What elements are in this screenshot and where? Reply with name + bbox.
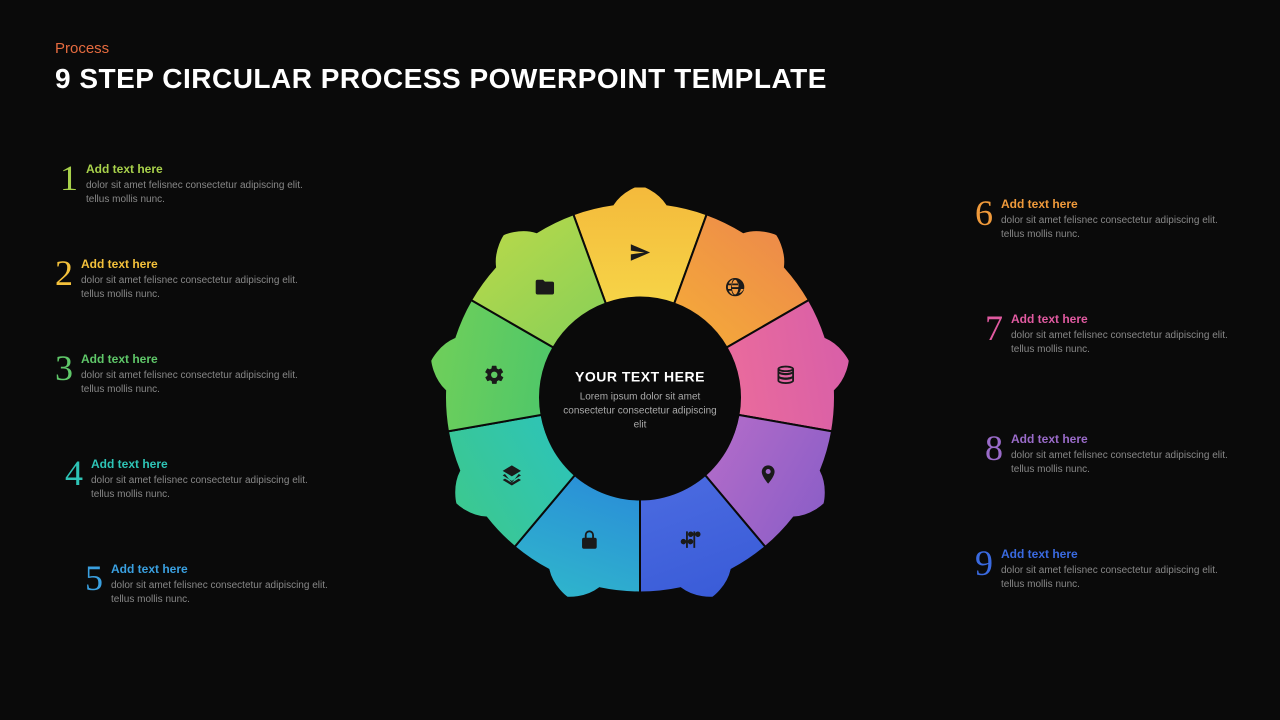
callout-body: dolor sit amet felisnec consectetur adip… — [1001, 564, 1225, 592]
callout-3: 3 Add text here dolor sit amet felisnec … — [55, 350, 305, 397]
callout-body: dolor sit amet felisnec consectetur adip… — [1011, 449, 1235, 477]
callout-body: dolor sit amet felisnec consectetur adip… — [1011, 329, 1235, 357]
callout-body: dolor sit amet felisnec consectetur adip… — [81, 369, 305, 397]
callout-title: Add text here — [86, 162, 310, 176]
callout-title: Add text here — [91, 457, 315, 471]
callout-2: 2 Add text here dolor sit amet felisnec … — [55, 255, 305, 302]
callout-body: dolor sit amet felisnec consectetur adip… — [86, 179, 310, 207]
center-circle: YOUR TEXT HERE Lorem ipsum dolor sit ame… — [540, 300, 740, 500]
callout-body: dolor sit amet felisnec consectetur adip… — [91, 474, 315, 502]
callout-8: 8 Add text here dolor sit amet felisnec … — [985, 430, 1235, 477]
subtitle: Process — [55, 40, 827, 57]
callout-number: 4 — [65, 455, 83, 491]
circular-diagram: YOUR TEXT HERE Lorem ipsum dolor sit ame… — [430, 188, 850, 613]
callout-body: dolor sit amet felisnec consectetur adip… — [111, 579, 335, 607]
callout-9: 9 Add text here dolor sit amet felisnec … — [975, 545, 1225, 592]
callout-body: dolor sit amet felisnec consectetur adip… — [81, 274, 305, 302]
sliders-icon — [679, 527, 703, 551]
center-title: YOUR TEXT HERE — [575, 368, 705, 384]
callout-title: Add text here — [1011, 432, 1235, 446]
database-icon — [774, 362, 798, 386]
callout-body: dolor sit amet felisnec consectetur adip… — [1001, 214, 1225, 242]
callout-number: 1 — [60, 160, 78, 196]
callout-6: 6 Add text here dolor sit amet felisnec … — [975, 195, 1225, 242]
folder-icon — [533, 275, 557, 299]
center-body: Lorem ipsum dolor sit amet consectetur c… — [560, 390, 720, 432]
map-pin-icon — [756, 462, 780, 486]
globe-icon — [723, 275, 747, 299]
callout-5: 5 Add text here dolor sit amet felisnec … — [85, 560, 335, 607]
callout-title: Add text here — [1011, 312, 1235, 326]
callout-title: Add text here — [1001, 547, 1225, 561]
callout-title: Add text here — [111, 562, 335, 576]
callout-title: Add text here — [1001, 197, 1225, 211]
callout-number: 6 — [975, 195, 993, 231]
paper-plane-icon — [628, 240, 652, 264]
callout-1: 1 Add text here dolor sit amet felisnec … — [60, 160, 310, 207]
callout-number: 9 — [975, 545, 993, 581]
gear-icon — [482, 362, 506, 386]
callout-title: Add text here — [81, 257, 305, 271]
callout-number: 3 — [55, 350, 73, 386]
callout-title: Add text here — [81, 352, 305, 366]
layers-icon — [500, 462, 524, 486]
callout-number: 8 — [985, 430, 1003, 466]
header: Process 9 STEP CIRCULAR PROCESS POWERPOI… — [55, 40, 827, 95]
callout-7: 7 Add text here dolor sit amet felisnec … — [985, 310, 1235, 357]
main-title: 9 STEP CIRCULAR PROCESS POWERPOINT TEMPL… — [55, 63, 827, 95]
callout-number: 2 — [55, 255, 73, 291]
callout-number: 7 — [985, 310, 1003, 346]
callout-number: 5 — [85, 560, 103, 596]
lock-icon — [577, 527, 601, 551]
callout-4: 4 Add text here dolor sit amet felisnec … — [65, 455, 315, 502]
